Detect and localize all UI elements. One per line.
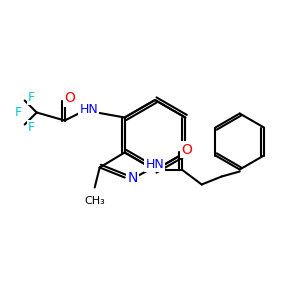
Text: O: O [181,142,192,157]
Text: HN: HN [79,103,98,116]
Text: CH₃: CH₃ [84,196,105,206]
Text: F: F [28,121,35,134]
Text: HN: HN [145,158,164,171]
Text: N: N [128,170,138,184]
Text: O: O [64,92,75,106]
Text: F: F [15,106,22,119]
Text: F: F [28,91,35,104]
